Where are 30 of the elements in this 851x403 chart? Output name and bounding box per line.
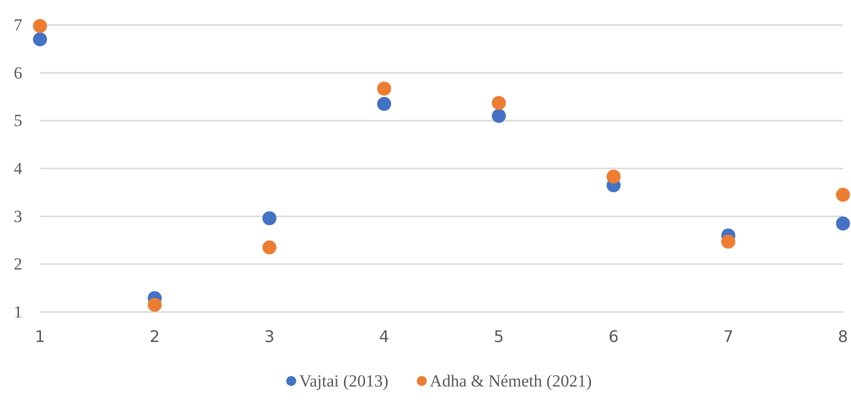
point (492, 108, 506, 123)
point (721, 234, 736, 249)
y-tick-label: 3 (14, 206, 22, 226)
point (377, 96, 392, 111)
y-tick-label: 4 (14, 159, 23, 178)
x-tick-label: 7 (723, 327, 734, 346)
point (33, 18, 47, 33)
point (836, 188, 850, 202)
point (606, 170, 621, 184)
y-tick-label: 1 (14, 302, 22, 322)
x-tick-label: 5 (494, 327, 504, 346)
x-tick-label: 6 (608, 327, 619, 346)
point (148, 298, 162, 312)
legend-label: Vajtai (2013) (299, 372, 388, 390)
y-tick-label: 5 (14, 111, 22, 130)
point (377, 82, 392, 96)
x-tick-label: 1 (34, 327, 46, 346)
legend-label: Adha & Németh (2021) (430, 372, 592, 390)
point (33, 32, 47, 46)
x-tick-label: 4 (379, 327, 390, 346)
y-tick-label: 7 (14, 16, 23, 34)
y-tick-label: 2 (14, 254, 22, 274)
x-tick-label: 2 (150, 327, 160, 346)
point (836, 216, 850, 231)
point (262, 240, 276, 254)
y-tick-label: 6 (14, 63, 22, 82)
x-tick-label: 8 (838, 327, 848, 346)
x-tick-label: 3 (264, 327, 275, 346)
point (262, 211, 276, 226)
point (492, 96, 506, 110)
